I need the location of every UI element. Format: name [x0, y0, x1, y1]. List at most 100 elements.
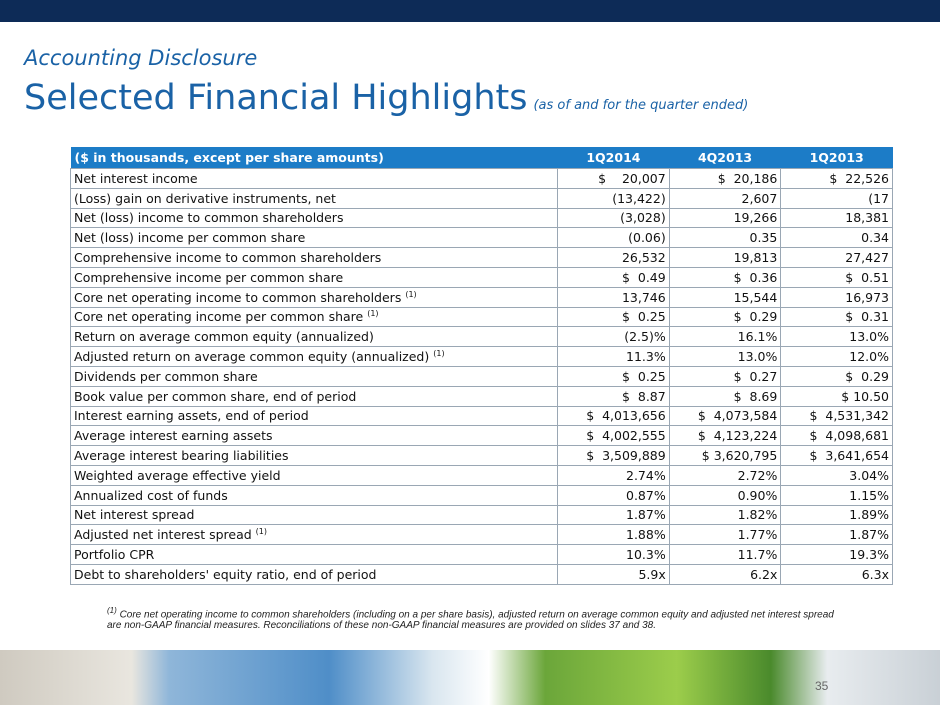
row-label-cell: Annualized cost of funds [69, 484, 559, 506]
footnote: (1) Core net operating income to common … [107, 606, 837, 631]
value-cell: 1.88% [557, 524, 670, 546]
row-label-cell: Core net operating income to common shar… [69, 286, 559, 308]
value-cell: $ 22,526 [780, 168, 893, 189]
table-row: Weighted average effective yield 2.74% 2.7… [69, 464, 893, 486]
row-label: Dividends per common share [74, 368, 258, 384]
value-cell: $ 8.87 [557, 385, 670, 407]
value-cell: 2.72% [668, 464, 782, 486]
row-label-cell: Average interest bearing liabilities [69, 445, 559, 466]
value-cell: $ 0.29 [780, 365, 893, 387]
value-cell: 19.3% [780, 544, 893, 565]
value-cell: 13,746 [557, 286, 670, 308]
table-body: Net interest income $ 20,007 $ 20,186 $ 22,… [69, 168, 893, 585]
row-label-cell: Core net operating income per common sha… [69, 306, 559, 328]
row-label-cell: Interest earning assets, end of period [69, 405, 559, 427]
row-label: Net interest spread [74, 507, 195, 523]
row-label: Core net operating income to common shar… [74, 289, 402, 305]
column-header: ($ in thousands, except per share amount… [70, 147, 558, 169]
row-label: Adjusted return on average common equity… [74, 349, 430, 365]
value-cell: 0.34 [780, 227, 893, 249]
row-label: (Loss) gain on derivative instruments, n… [74, 190, 336, 206]
row-label: Weighted average effective yield [74, 467, 281, 483]
table-row: Net interest spread 1.87% 1.82% 1.89% [69, 504, 893, 526]
value-cell: 19,266 [668, 207, 782, 229]
value-cell: 13.0% [780, 326, 893, 348]
value-cell: 16.1% [668, 326, 782, 348]
value-cell: $ 3,509,889 [557, 445, 670, 466]
row-label-cell: Adjusted return on average common equity… [69, 346, 559, 367]
row-label: Core net operating income per common sha… [74, 309, 364, 325]
value-cell: $ 0.49 [557, 266, 670, 288]
row-label-cell: (Loss) gain on derivative instruments, n… [69, 187, 559, 209]
row-note: (1) [255, 527, 268, 537]
value-cell: $ 3,620,795 [668, 445, 782, 466]
value-cell: $ 4,002,555 [557, 425, 670, 447]
table-row: Average interest bearing liabilities $ 3,… [69, 445, 893, 466]
value-cell: $ 10.50 [780, 385, 893, 407]
value-cell: $ 0.51 [780, 266, 893, 288]
value-cell: (0.06) [557, 227, 670, 249]
row-label: Portfolio CPR [74, 547, 155, 563]
row-label-cell: Book value per common share, end of peri… [69, 385, 559, 407]
table-row: Annualized cost of funds 0.87% 0.90% 1.15% [69, 484, 893, 506]
value-cell: $ 0.36 [668, 266, 782, 288]
value-cell: (3,028) [557, 207, 670, 229]
row-label-cell: Dividends per common share [69, 365, 559, 387]
table-row: Return on average common equity (annuali… [69, 326, 893, 348]
table-row: Portfolio CPR 10.3% 11.7% 19.3% [69, 544, 893, 565]
value-cell: (13,422) [557, 187, 670, 209]
table-row: Adjusted net interest spread (1) 1.88% 1.7… [69, 524, 893, 546]
row-label: Book value per common share, end of peri… [74, 388, 357, 404]
table-row: Dividends per common share $ 0.25 $ 0.27 $ … [69, 365, 893, 387]
value-cell: $ 4,098,681 [780, 425, 893, 447]
value-cell: 11.3% [557, 346, 670, 367]
value-cell: 2.74% [557, 464, 670, 486]
decorative-strip [0, 650, 940, 705]
value-cell: $ 4,013,656 [557, 405, 670, 427]
row-label: Comprehensive income to common sharehold… [74, 250, 382, 266]
footnote-text: Core net operating income to common shar… [107, 609, 834, 632]
table-row: (Loss) gain on derivative instruments, n… [69, 187, 893, 209]
value-cell: $ 0.29 [668, 306, 782, 328]
value-cell: $ 3,641,654 [780, 445, 893, 466]
row-label: Comprehensive income per common share [74, 269, 344, 285]
value-cell: $ 20,186 [668, 168, 782, 189]
value-cell: $ 8.69 [668, 385, 782, 407]
row-label: Net (loss) income per common share [74, 230, 306, 246]
value-cell: (17 [780, 187, 893, 209]
table-row: Net (loss) income per common share (0.06)… [69, 227, 893, 249]
value-cell: $ 4,123,224 [668, 425, 782, 447]
row-label-cell: Adjusted net interest spread (1) [69, 524, 559, 546]
value-cell: $ 20,007 [557, 168, 670, 189]
value-cell: $ 0.27 [668, 365, 782, 387]
value-cell: 0.35 [668, 227, 782, 249]
value-cell: 15,544 [668, 286, 782, 308]
row-label-cell: Net interest spread [69, 504, 559, 526]
row-label-cell: Net interest income [69, 168, 559, 189]
table-row: Core net operating income per common sha… [69, 306, 893, 328]
value-cell: 19,813 [668, 247, 782, 268]
row-label-cell: Net (loss) income per common share [69, 227, 559, 249]
row-label: Return on average common equity (annuali… [74, 329, 374, 345]
value-cell: 27,427 [780, 247, 893, 268]
value-cell: 26,532 [557, 247, 670, 268]
value-cell: 6.2x [668, 563, 782, 585]
value-cell: (2.5)% [557, 326, 670, 348]
row-label-cell: Debt to shareholders' equity ratio, end … [69, 563, 559, 585]
value-cell: 18,381 [780, 207, 893, 229]
value-cell: 1.89% [780, 504, 893, 526]
row-label-cell: Return on average common equity (annuali… [69, 326, 559, 348]
value-cell: 10.3% [557, 544, 670, 565]
table-row: Comprehensive income to common sharehold… [69, 247, 893, 268]
top-bar [0, 0, 940, 22]
table-row: Interest earning assets, end of period $ … [69, 405, 893, 427]
column-header: 1Q2014 [557, 147, 670, 169]
row-label: Average interest bearing liabilities [74, 448, 289, 464]
footnote-marker: (1) [107, 606, 117, 615]
row-label: Adjusted net interest spread [74, 527, 252, 543]
title: Selected Financial Highlights (as of and … [24, 78, 748, 118]
value-cell: 1.82% [668, 504, 782, 526]
row-label: Average interest earning assets [74, 428, 273, 444]
value-cell: 0.90% [668, 484, 782, 506]
row-label: Debt to shareholders' equity ratio, end … [74, 566, 377, 582]
